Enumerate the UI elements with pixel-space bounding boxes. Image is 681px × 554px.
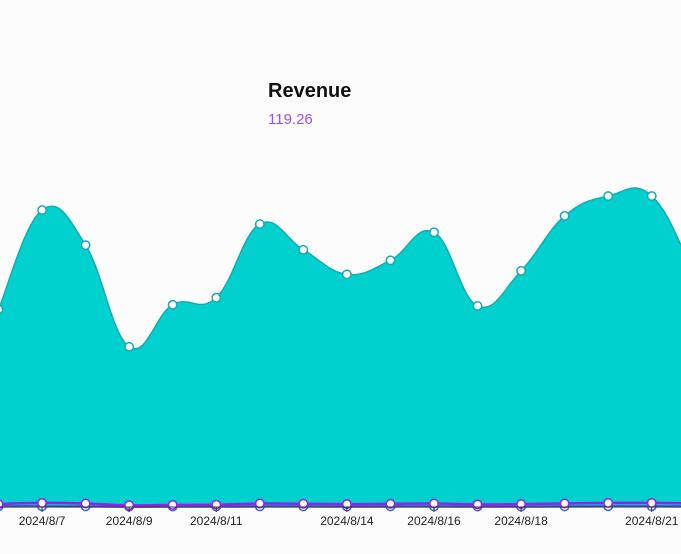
series-2-point bbox=[298, 498, 309, 509]
x-tick-label: 2024/8/9 bbox=[106, 514, 153, 528]
series-2-point bbox=[385, 498, 396, 509]
series-areas bbox=[0, 188, 681, 507]
tooltip-value: 119.26 bbox=[268, 111, 313, 128]
series-1-point bbox=[429, 227, 439, 238]
series-1-area bbox=[0, 188, 681, 507]
x-tick-label: 2024/8/7 bbox=[19, 514, 66, 528]
series-2-point bbox=[80, 498, 91, 509]
series-2-point bbox=[646, 497, 657, 508]
series-1-line bbox=[0, 187, 681, 350]
series-1-point bbox=[341, 269, 352, 280]
series-1-point bbox=[124, 341, 135, 352]
series-1-point bbox=[298, 244, 309, 255]
x-tick-label: 2024/8/14 bbox=[320, 514, 374, 528]
series-1-point bbox=[0, 304, 4, 315]
series-1-point bbox=[37, 205, 47, 216]
x-tick-label: 2024/8/18 bbox=[494, 514, 548, 528]
series-1-point bbox=[211, 292, 222, 303]
series-1-point bbox=[472, 300, 483, 311]
series-2-point bbox=[37, 497, 47, 508]
series-2-point bbox=[603, 497, 614, 508]
series-1-point bbox=[603, 191, 614, 202]
tooltip-title: Revenue bbox=[268, 80, 352, 102]
series-markers bbox=[0, 191, 657, 512]
series-1-point bbox=[254, 219, 265, 230]
series-2-point bbox=[254, 498, 265, 509]
x-axis: 2024/8/7 2024/8/9 2024/8/11 2024/8/14 2024/8… bbox=[0, 506, 681, 528]
x-tick-label: 2024/8/11 bbox=[190, 514, 243, 528]
series-1-point bbox=[516, 265, 527, 276]
series-2-point bbox=[167, 499, 178, 510]
series-2-point bbox=[429, 498, 439, 509]
series-1-point bbox=[646, 191, 657, 202]
series-1-point bbox=[559, 210, 570, 221]
series-1-point bbox=[80, 240, 91, 251]
x-tick-label: 2024/8/21 bbox=[625, 514, 679, 528]
series-2-point bbox=[0, 499, 4, 509]
series-2-point bbox=[559, 498, 570, 509]
series-1-point bbox=[385, 255, 396, 266]
x-tick-label: 2024/8/16 bbox=[407, 514, 461, 528]
series-1-point bbox=[167, 299, 178, 310]
